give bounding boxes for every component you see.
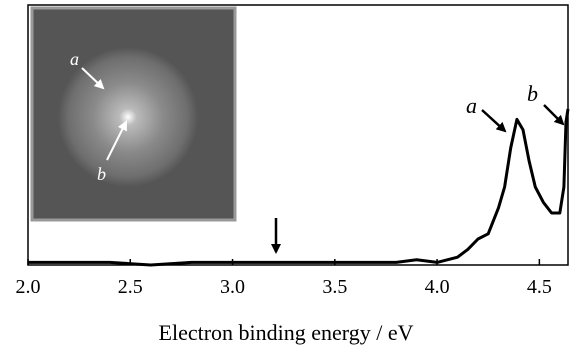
x-tick-label: 3.5	[322, 276, 347, 298]
inset: a b	[32, 8, 235, 220]
annotation-arrow	[544, 105, 563, 124]
inset-label: a	[70, 49, 79, 69]
chart: a b a b Electron binding energy / eV 2.0…	[0, 0, 572, 349]
x-tick-label: 3.0	[220, 276, 245, 298]
inset-image	[58, 47, 198, 187]
x-tick-label: 2.5	[118, 276, 143, 298]
inset-label: b	[97, 164, 106, 184]
x-tick-label: 4.5	[527, 276, 552, 298]
x-axis-label: Electron binding energy / eV	[159, 320, 414, 345]
x-tick-label: 4.0	[425, 276, 450, 298]
annotation: b	[527, 81, 538, 106]
annotation-arrow	[482, 110, 505, 131]
annotation: a	[466, 93, 477, 118]
x-tick-label: 2.0	[16, 276, 41, 298]
